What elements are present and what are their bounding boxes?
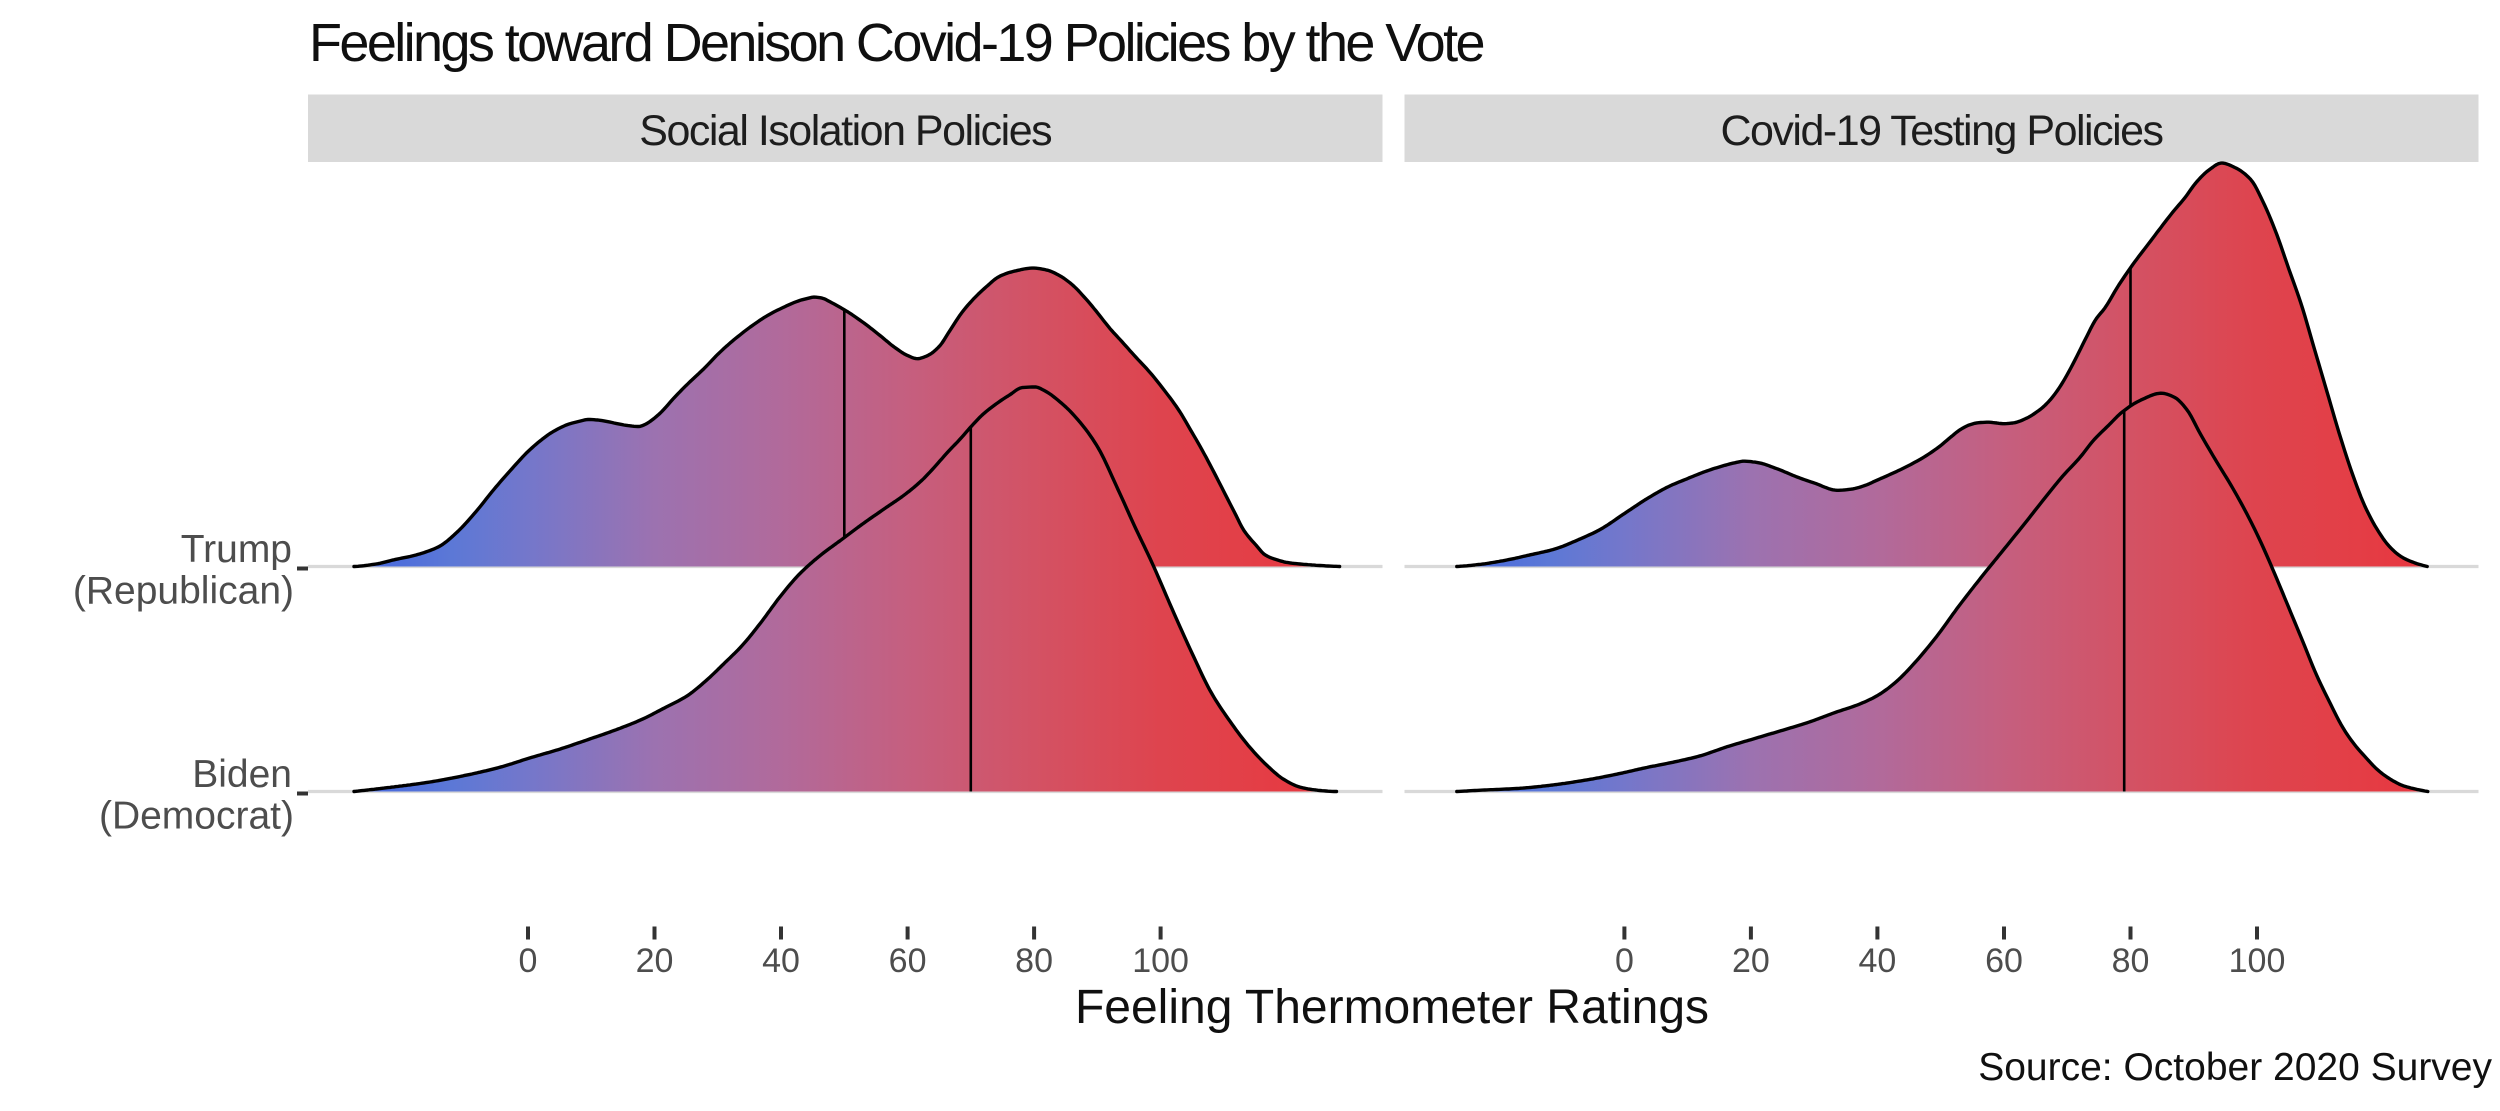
svg-text:Social Isolation Policies: Social Isolation Policies [639,107,1051,155]
svg-text:40: 40 [762,942,800,980]
svg-text:(Republican): (Republican) [73,570,294,613]
svg-text:Feeling Thermometer Ratings: Feeling Thermometer Ratings [1075,981,1709,1034]
svg-text:Biden: Biden [192,753,292,796]
svg-text:20: 20 [1732,942,1770,980]
svg-text:0: 0 [1615,942,1634,980]
svg-text:60: 60 [889,942,927,980]
svg-text:40: 40 [1858,942,1896,980]
svg-text:Source: October 2020 Survey: Source: October 2020 Survey [1978,1046,2492,1089]
svg-text:60: 60 [1985,942,2023,980]
svg-text:(Democrat): (Democrat) [99,795,294,838]
svg-text:100: 100 [1132,942,1189,980]
svg-text:80: 80 [2112,942,2150,980]
svg-text:100: 100 [2229,942,2286,980]
svg-text:Feelings toward Denison Covid-: Feelings toward Denison Covid-19 Policie… [309,13,1483,73]
svg-text:20: 20 [636,942,674,980]
svg-text:80: 80 [1015,942,1053,980]
svg-text:Covid-19 Testing Policies: Covid-19 Testing Policies [1720,107,2162,155]
svg-text:0: 0 [519,942,538,980]
svg-text:Trump: Trump [181,528,292,571]
